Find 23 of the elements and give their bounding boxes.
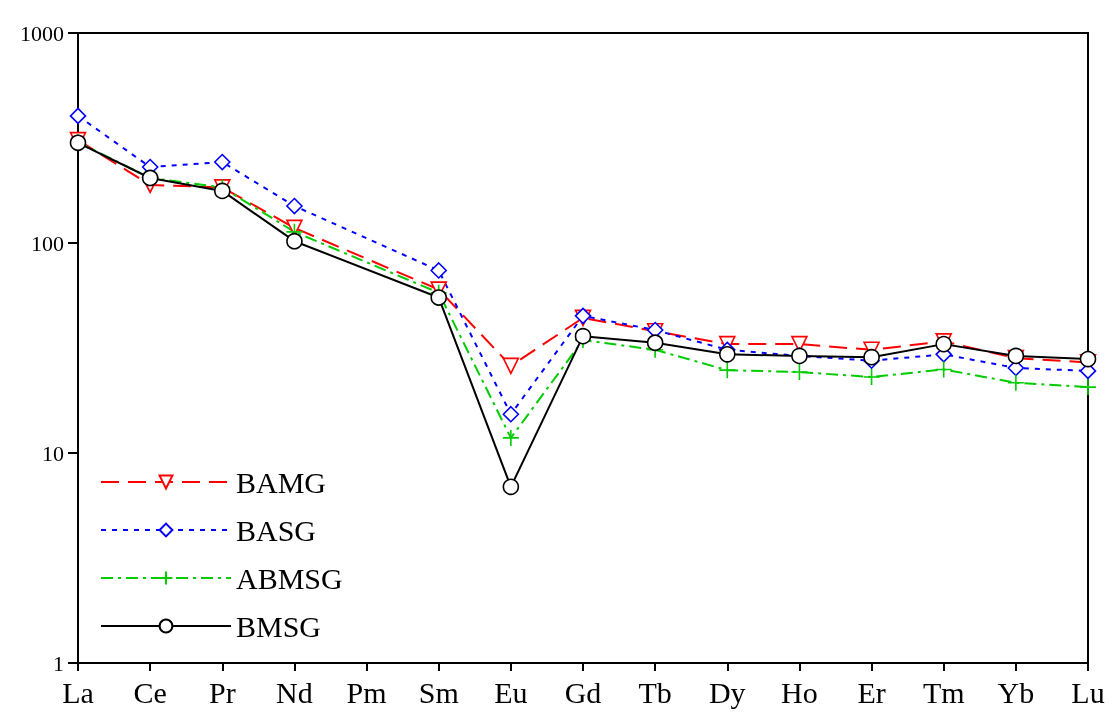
x-tick-label: Yb bbox=[997, 675, 1035, 709]
x-tick-label: Sm bbox=[418, 675, 459, 709]
y-tick-label: 1 bbox=[53, 650, 64, 676]
y-tick-label: 1000 bbox=[20, 20, 64, 46]
x-tick-label: Nd bbox=[276, 675, 313, 709]
x-tick-label: Tb bbox=[638, 675, 672, 709]
y-tick-label: 100 bbox=[31, 230, 64, 256]
x-tick-label: Dy bbox=[708, 675, 746, 709]
x-tick-label: Ho bbox=[781, 675, 818, 709]
x-tick-label: Lu bbox=[1071, 675, 1105, 709]
legend-label: BMSG bbox=[236, 609, 322, 643]
x-tick-label: Ce bbox=[133, 675, 167, 709]
x-tick-label: Eu bbox=[494, 675, 528, 709]
x-tick-label: Gd bbox=[564, 675, 602, 709]
x-tick-label: Pm bbox=[346, 675, 387, 709]
legend-label: BAMG bbox=[236, 465, 327, 499]
legend-label: ABMSG bbox=[236, 561, 343, 595]
x-tick-label: La bbox=[62, 675, 94, 709]
x-tick-label: Pr bbox=[208, 675, 236, 709]
x-tick-label: Er bbox=[857, 675, 886, 709]
x-tick-label: Tm bbox=[922, 675, 965, 709]
y-tick-label: 10 bbox=[42, 440, 64, 466]
legend-label: BASG bbox=[236, 513, 317, 547]
